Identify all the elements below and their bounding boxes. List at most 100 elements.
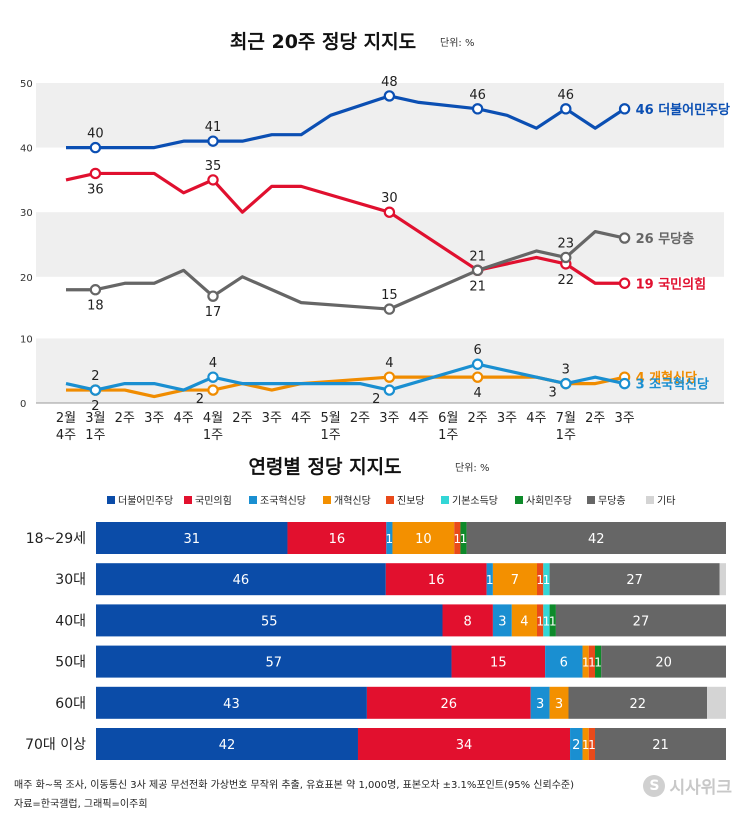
bar-segment-label: 1 (543, 614, 551, 628)
series-marker (207, 174, 219, 186)
bar-segment (96, 728, 358, 760)
series-end-label: 46 더불어민주당 (636, 102, 730, 118)
series-marker (618, 103, 631, 115)
bar-segment (549, 604, 556, 637)
legend-swatch (386, 496, 394, 504)
point-label: 3 (549, 386, 557, 401)
point-label: 21 (469, 279, 486, 294)
x-tick-label: 2주 (467, 411, 487, 426)
bar-segment-label: 26 (441, 697, 458, 712)
series-marker (560, 251, 572, 264)
x-tick-label: 3월 (85, 411, 105, 426)
bar-segment-label: 21 (652, 738, 669, 753)
x-tick-label: 7월 (556, 411, 576, 426)
bar-segment (601, 645, 726, 678)
legend-swatch (515, 496, 523, 504)
series-marker (471, 358, 484, 370)
bar-segment (357, 728, 571, 760)
bar-segment (568, 686, 708, 719)
bar-segment (454, 522, 461, 554)
bar-segment-label: 1 (460, 532, 468, 546)
x-tick-label: 4주 (409, 411, 429, 426)
bar-segment-label: 31 (183, 532, 200, 547)
legend-label: 조국혁신당 (260, 495, 306, 507)
series-end-label: 26 무당층 (636, 231, 695, 247)
series-line (66, 94, 626, 150)
band-40-50 (36, 83, 724, 148)
category-label: 30대 (55, 572, 86, 588)
bar-row: 40대 55 8 3 4 111 27 (55, 604, 726, 637)
bar-segment-label: 1 (536, 614, 544, 628)
legend: 더불어민주당 국민의힘 조국혁신당 개혁신당 진보당 기본소득당 사회민주당 무당층 기타 (107, 495, 675, 507)
bar-segment (492, 563, 537, 596)
bar-segment-label: 27 (626, 573, 643, 588)
category-label: 50대 (55, 655, 86, 671)
bar-segment-label: 1 (536, 573, 544, 587)
x-tick-label: 3주 (614, 411, 634, 426)
bar-segment-label: 1 (582, 656, 590, 670)
series-marker (618, 377, 631, 390)
series-marker (207, 290, 219, 302)
series-marker (383, 90, 396, 102)
x-tick-label: 1주 (85, 428, 105, 443)
legend-swatch (249, 496, 257, 504)
age-support-stacked-bar-chart: 연령별 정당 지지도 단위: % 더불어민주당 국민의힘 조국혁신당 개혁신당 진보당 기본소… (25, 456, 726, 760)
series-marker (207, 135, 219, 147)
bar-segment (543, 604, 550, 637)
x-tick-label: 4주 (173, 411, 193, 426)
bar-row: 50대 57 15 6 111 20 (55, 645, 726, 678)
point-label: 4 (385, 356, 393, 371)
bar-segment (392, 522, 455, 554)
x-tick-label: 5월 (320, 411, 340, 426)
point-label: 2 (196, 392, 204, 407)
series-marker (618, 232, 631, 244)
bar-segment-label: 2 (572, 738, 580, 753)
point-label: 46 (558, 88, 575, 103)
legend-label: 무당층 (598, 495, 626, 507)
bar-segment (595, 728, 726, 760)
bar-segment-label: 1 (582, 738, 590, 752)
footer-source: 자료=한국갤럽, 그래픽=이주희 (14, 799, 148, 810)
bar-segment (96, 645, 452, 678)
series-line (65, 171, 625, 285)
legend-label: 개혁신당 (334, 495, 371, 507)
x-tick-label: 2주 (232, 411, 252, 426)
series-marker (560, 377, 572, 390)
bar-row: 18~29세 31 16 1 10 11 42 (26, 522, 726, 554)
x-tick-label: 1주 (203, 428, 223, 443)
bar-segment-label: 10 (415, 532, 432, 547)
point-label: 6 (473, 343, 481, 358)
bar-segment-label: 34 (456, 738, 473, 753)
bar-segment-label: 3 (536, 697, 544, 712)
point-label: 3 (562, 363, 570, 378)
bar-segment-label: 42 (588, 532, 605, 547)
point-label: 2 (91, 369, 99, 384)
bar-segment (595, 645, 602, 678)
bar-row: 70대 이상 42 34 2 11 21 (25, 728, 726, 760)
bar-segment (96, 522, 288, 554)
series-marker (560, 103, 572, 115)
bar-segment (492, 604, 512, 637)
point-label: 48 (381, 75, 398, 90)
bar-segment (386, 522, 393, 554)
bar-segment (460, 522, 467, 554)
legend-swatch (184, 496, 192, 504)
y-tick-label: 40 (20, 144, 33, 155)
bar-segment (451, 645, 546, 678)
bar-segment-label: 27 (633, 614, 650, 629)
bar-segment (582, 728, 589, 760)
series-marker (383, 206, 396, 218)
series-marker (471, 371, 484, 383)
x-tick-label: 6월 (438, 411, 458, 426)
series-end-label: 3 조국혁신당 (636, 377, 709, 393)
point-label: 46 (469, 88, 486, 103)
bar-segment (287, 522, 387, 554)
legend-label: 기본소득당 (452, 495, 498, 507)
bar-segment-label: 22 (630, 697, 647, 712)
series-end-label: 4 개혁신당 (636, 370, 697, 386)
bar-segment-label: 20 (655, 656, 672, 671)
series-line (65, 362, 625, 392)
bar-segment (537, 563, 544, 596)
x-tick-label: 1주 (438, 428, 458, 443)
